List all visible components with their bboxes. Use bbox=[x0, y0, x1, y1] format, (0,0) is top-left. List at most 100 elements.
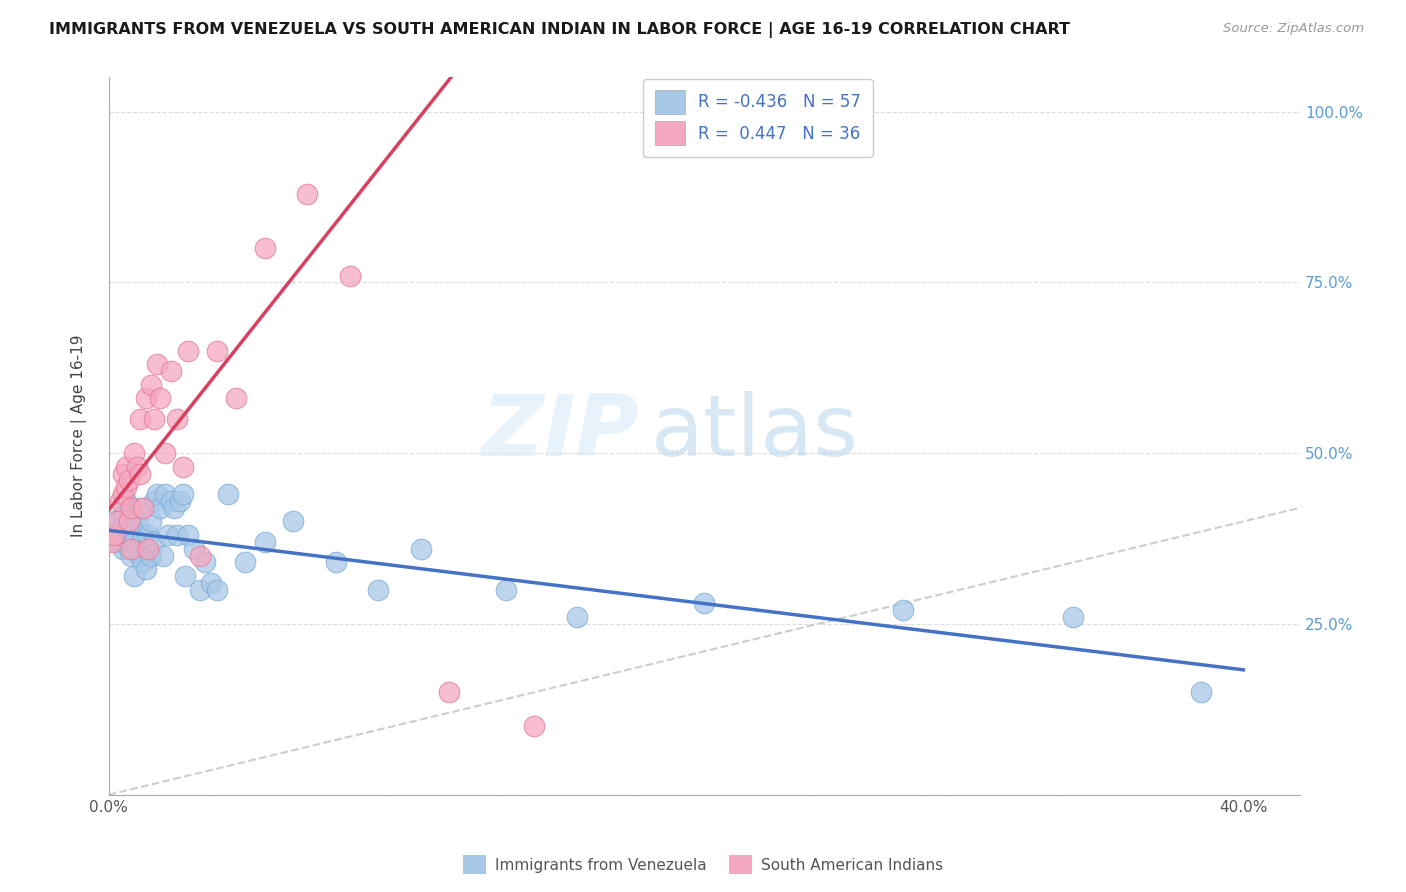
Point bbox=[135, 541, 157, 556]
Point bbox=[129, 549, 152, 563]
Text: IMMIGRANTS FROM VENEZUELA VS SOUTH AMERICAN INDIAN IN LABOR FORCE | AGE 16-19 CO: IMMIGRANTS FROM VENEZUELA VS SOUTH AMERI… bbox=[49, 22, 1070, 38]
Point bbox=[127, 459, 149, 474]
Point bbox=[100, 528, 122, 542]
Point bbox=[114, 459, 136, 474]
Point bbox=[217, 487, 239, 501]
Text: ZIP: ZIP bbox=[481, 391, 638, 474]
Point bbox=[172, 459, 194, 474]
Point bbox=[152, 549, 174, 563]
Point bbox=[117, 515, 139, 529]
Point bbox=[120, 528, 142, 542]
Point bbox=[205, 343, 228, 358]
Point bbox=[169, 494, 191, 508]
Point bbox=[157, 528, 180, 542]
Point bbox=[117, 474, 139, 488]
Point bbox=[160, 494, 183, 508]
Point bbox=[132, 556, 155, 570]
Y-axis label: In Labor Force | Age 16-19: In Labor Force | Age 16-19 bbox=[72, 334, 87, 537]
Point bbox=[103, 528, 125, 542]
Point bbox=[146, 357, 169, 371]
Point bbox=[523, 719, 546, 733]
Point bbox=[146, 487, 169, 501]
Point bbox=[143, 412, 166, 426]
Point bbox=[225, 392, 247, 406]
Point bbox=[129, 412, 152, 426]
Point bbox=[138, 541, 160, 556]
Point bbox=[141, 549, 163, 563]
Point bbox=[103, 515, 125, 529]
Point bbox=[188, 582, 211, 597]
Point bbox=[325, 556, 347, 570]
Point bbox=[111, 508, 134, 522]
Point bbox=[114, 480, 136, 494]
Point bbox=[200, 576, 222, 591]
Legend: Immigrants from Venezuela, South American Indians: Immigrants from Venezuela, South America… bbox=[457, 849, 949, 880]
Point bbox=[565, 610, 588, 624]
Point bbox=[100, 535, 122, 549]
Text: atlas: atlas bbox=[651, 391, 859, 474]
Point bbox=[117, 515, 139, 529]
Point bbox=[155, 487, 177, 501]
Point bbox=[114, 494, 136, 508]
Point bbox=[253, 241, 276, 255]
Point bbox=[1189, 685, 1212, 699]
Point bbox=[141, 377, 163, 392]
Point bbox=[155, 446, 177, 460]
Point bbox=[1062, 610, 1084, 624]
Point bbox=[253, 535, 276, 549]
Point bbox=[138, 528, 160, 542]
Point bbox=[127, 541, 149, 556]
Point bbox=[693, 596, 716, 610]
Point bbox=[129, 467, 152, 481]
Legend: R = -0.436   N = 57, R =  0.447   N = 36: R = -0.436 N = 57, R = 0.447 N = 36 bbox=[643, 78, 873, 157]
Point bbox=[120, 500, 142, 515]
Point bbox=[166, 528, 188, 542]
Point bbox=[205, 582, 228, 597]
Point bbox=[174, 569, 197, 583]
Point bbox=[160, 364, 183, 378]
Point bbox=[141, 515, 163, 529]
Point bbox=[183, 541, 205, 556]
Point bbox=[143, 535, 166, 549]
Point bbox=[132, 528, 155, 542]
Text: Source: ZipAtlas.com: Source: ZipAtlas.com bbox=[1223, 22, 1364, 36]
Point bbox=[281, 515, 304, 529]
Point bbox=[114, 528, 136, 542]
Point bbox=[117, 541, 139, 556]
Point bbox=[149, 392, 172, 406]
Point bbox=[108, 494, 131, 508]
Point bbox=[172, 487, 194, 501]
Point bbox=[111, 487, 134, 501]
Point bbox=[129, 500, 152, 515]
Point bbox=[124, 446, 146, 460]
Point bbox=[124, 569, 146, 583]
Point bbox=[105, 535, 128, 549]
Point bbox=[891, 603, 914, 617]
Point bbox=[105, 515, 128, 529]
Point bbox=[135, 562, 157, 576]
Point bbox=[339, 268, 361, 283]
Point bbox=[367, 582, 389, 597]
Point bbox=[149, 500, 172, 515]
Point bbox=[132, 500, 155, 515]
Point bbox=[135, 392, 157, 406]
Point bbox=[127, 515, 149, 529]
Point bbox=[177, 343, 200, 358]
Point bbox=[177, 528, 200, 542]
Point bbox=[120, 549, 142, 563]
Point bbox=[409, 541, 432, 556]
Point bbox=[495, 582, 517, 597]
Point bbox=[108, 521, 131, 535]
Point bbox=[163, 500, 186, 515]
Point bbox=[188, 549, 211, 563]
Point bbox=[120, 541, 142, 556]
Point bbox=[233, 556, 256, 570]
Point bbox=[166, 412, 188, 426]
Point bbox=[194, 556, 217, 570]
Point bbox=[124, 535, 146, 549]
Point bbox=[297, 186, 319, 201]
Point bbox=[437, 685, 460, 699]
Point bbox=[111, 541, 134, 556]
Point bbox=[143, 494, 166, 508]
Point bbox=[111, 467, 134, 481]
